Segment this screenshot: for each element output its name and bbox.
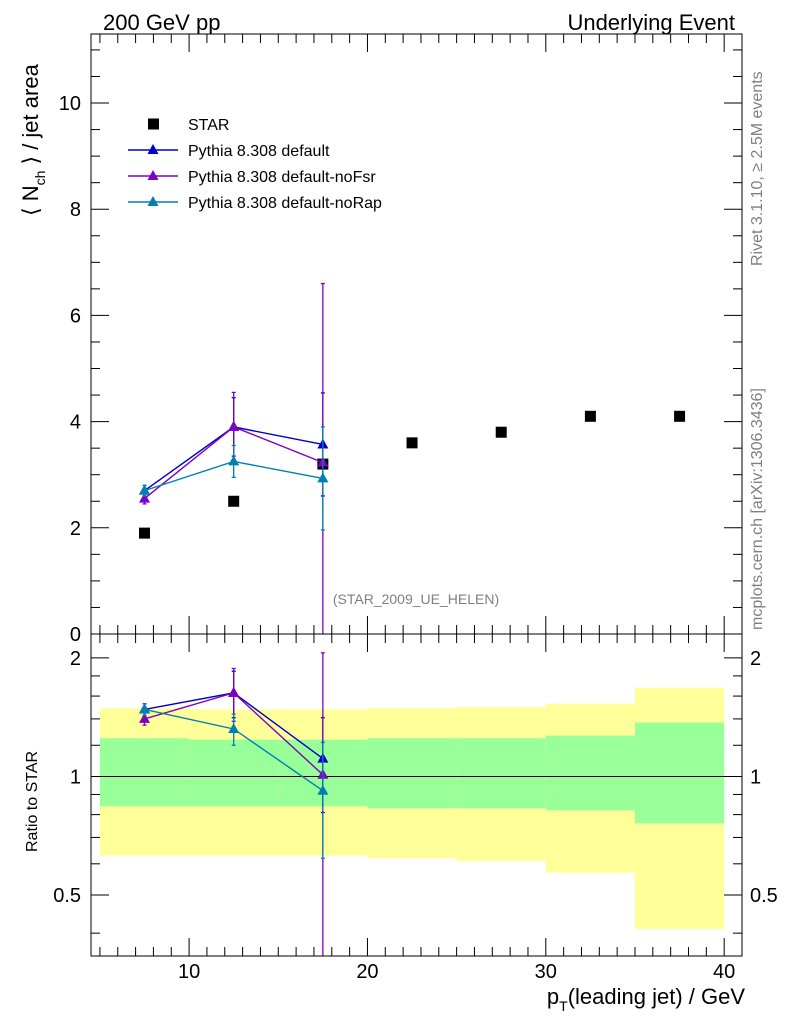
ratio-y-tick-label-left: 1 [70,766,81,788]
mcplots-label: mcplots.cern.ch [arXiv:1306.3436] [749,388,766,630]
legend-marker-star [148,118,159,130]
band-green [456,738,546,809]
analysis-tag: (STAR_2009_UE_HELEN) [333,591,499,607]
ratio-y-tick-label-left: 0.5 [53,885,81,907]
series-point [317,472,329,483]
legend-label: STAR [188,117,229,134]
star-data-point [139,527,151,539]
ratio-series-point [139,712,151,723]
main-y-tick-label: 0 [70,624,81,646]
series-point [139,492,151,503]
header-left: 200 GeV pp [103,10,220,35]
star-data-point [228,495,240,507]
ratio-y-tick-label-right: 1 [750,766,761,788]
band-green [634,722,725,824]
series-point [228,420,240,431]
x-tick-label: 30 [535,961,557,983]
rivet-label: Rivet 3.1.10, ≥ 2.5M events [749,71,766,266]
series-point [228,455,240,466]
star-data-point [495,426,507,438]
star-data-point [406,437,418,449]
plot-frames [90,33,743,957]
main-y-tick-label: 2 [70,518,81,540]
star-data-point [674,410,686,422]
band-green [189,739,279,807]
x-tick-label: 10 [178,961,200,983]
ratio-y-tick-label-left: 2 [70,648,81,670]
legend-label: Pythia 8.308 default-noFsr [188,169,376,186]
band-green [545,735,635,811]
star-data-point [584,410,596,422]
legend: STAR Pythia 8.308 default Pythia 8.308 def… [128,117,382,212]
ratio-series-point [228,722,240,733]
ratio-series-point [228,686,240,697]
legend-label: Pythia 8.308 default [188,143,330,160]
legend-marker [147,170,159,180]
legend-label: Pythia 8.308 default-noRap [188,195,382,212]
ratio-panel-marks [139,652,329,956]
series-point [139,484,151,495]
ratio-frame [90,633,743,957]
header-right: Underlying Event [567,10,735,35]
x-tick-label: 40 [713,961,735,983]
x-tick-label: 20 [356,961,378,983]
main-y-axis-label: ⟨ Nch ⟩ / jet area [18,63,48,216]
main-y-tick-label: 4 [70,412,81,434]
x-axis-label: pT(leading jet) / GeV [547,984,745,1014]
main-panel-marks [139,282,686,634]
main-y-tick-label: 8 [70,199,81,221]
ratio-series-point [317,784,329,795]
band-green [99,738,190,807]
legend-marker [147,196,159,206]
legend-marker [147,144,159,154]
ratio-y-axis-label: Ratio to STAR [24,751,41,852]
main-y-tick-label: 10 [59,93,81,115]
ratio-series-point [139,703,151,714]
main-y-tick-label: 6 [70,305,81,327]
ratio-uncertainty-bands [91,687,742,929]
ratio-y-tick-label-right: 0.5 [750,885,778,907]
band-green [367,738,457,809]
ratio-y-tick-label-right: 2 [750,648,761,670]
